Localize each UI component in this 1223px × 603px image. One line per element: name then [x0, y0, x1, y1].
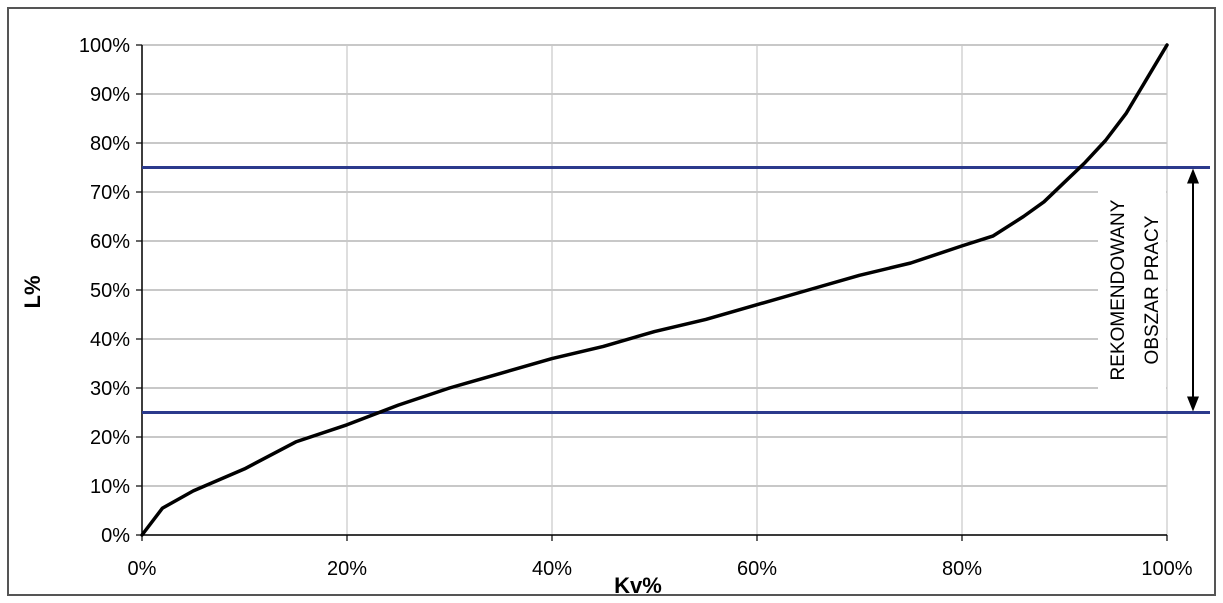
y-tick-label: 60%	[90, 231, 130, 253]
x-tick-label: 80%	[942, 558, 982, 580]
reference-lines	[142, 166, 1210, 414]
x-tick-label: 40%	[532, 558, 572, 580]
y-axis-title: L%	[20, 276, 45, 309]
y-tick-label: 70%	[90, 182, 130, 204]
annotation-arrow-head-down	[1187, 396, 1199, 412]
x-tick-label: 100%	[1141, 558, 1192, 580]
y-tick-label: 80%	[90, 133, 130, 155]
y-tick-label: 100%	[79, 35, 130, 57]
annotation: REKOMENDOWANY OBSZAR PRACY	[1098, 168, 1199, 412]
annotation-label-bg	[1098, 169, 1166, 411]
annotation-label-line: REKOMENDOWANY	[1108, 199, 1129, 380]
x-tick-label: 0%	[128, 558, 157, 580]
annotation-arrow-head-up	[1187, 168, 1199, 184]
chart-border	[7, 7, 1216, 596]
y-tick-label: 90%	[90, 84, 130, 106]
x-tick-label: 60%	[737, 558, 777, 580]
y-tick-label: 40%	[90, 329, 130, 351]
x-tick-labels: 0% 20% 40% 60% 80% 100%	[128, 558, 1193, 580]
y-tick-label: 20%	[90, 427, 130, 449]
series-line	[140, 43, 1169, 537]
x-axis-title: Kv%	[614, 573, 662, 598]
annotation-label-line: OBSZAR PRACY	[1142, 215, 1163, 364]
series-layer	[140, 43, 1169, 537]
y-tick-label: 30%	[90, 378, 130, 400]
grid	[136, 44, 1168, 541]
y-tick-label: 0%	[101, 525, 130, 547]
y-tick-label: 10%	[90, 476, 130, 498]
y-tick-label: 50%	[90, 280, 130, 302]
y-tick-labels: 0% 10% 20% 30% 40% 50% 60% 70% 80% 90% 100%	[79, 35, 130, 547]
x-tick-label: 20%	[327, 558, 367, 580]
